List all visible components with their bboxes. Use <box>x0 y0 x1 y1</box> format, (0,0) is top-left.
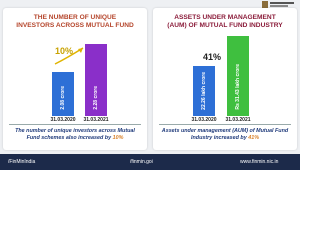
bar-label: Rs 31.43 lakh crore <box>235 64 241 110</box>
bar-label: 22.26 lakh crore <box>201 72 207 110</box>
title-line: (AUM) OF MUTUAL FUND INDUSTRY <box>167 22 283 29</box>
bar-date: 31.03.2021 <box>225 117 251 123</box>
panel-title: THE NUMBER OF UNIQUE INVESTORS ACROSS MU… <box>3 14 147 30</box>
bar-date: 31.03.2020 <box>50 117 76 123</box>
footer-handle: /FinMinIndia <box>8 159 36 165</box>
growth-arrow <box>54 47 84 65</box>
growth-label: 10% <box>55 46 74 56</box>
growth-label: 41% <box>203 52 222 62</box>
bar: 2.08 crore <box>52 72 74 116</box>
title-line: INVESTORS ACROSS MUTUAL FUND <box>16 22 134 29</box>
infographic: THE NUMBER OF UNIQUE INVESTORS ACROSS MU… <box>0 0 300 170</box>
panel-title: ASSETS UNDER MANAGEMENT (AUM) OF MUTUAL … <box>153 14 297 30</box>
bar-date: 31.03.2020 <box>191 117 217 123</box>
bar: Rs 31.43 lakh crore <box>227 36 249 116</box>
aum-panel: ASSETS UNDER MANAGEMENT (AUM) OF MUTUAL … <box>153 8 297 150</box>
footer-handle: /finmin.goi <box>130 159 153 165</box>
caption: The number of unique investors across Mu… <box>9 124 141 142</box>
footer: /FinMinIndia /finmin.goi www.finmin.nic.… <box>0 154 300 170</box>
bar-area: 22.26 lakh crore Rs 31.43 lakh crore <box>153 36 297 116</box>
bar: 2.28 crore <box>85 44 107 116</box>
caption-highlight: 41% <box>248 135 260 141</box>
bar-label: 2.08 crore <box>60 86 66 110</box>
ministry-logo <box>262 1 294 8</box>
bar: 22.26 lakh crore <box>193 66 215 116</box>
caption-text: The number of unique investors across Mu… <box>15 128 135 141</box>
bar-area: 2.08 crore 2.28 crore <box>3 38 147 116</box>
footer-website: www.finmin.nic.in <box>240 159 279 165</box>
title-line: ASSETS UNDER MANAGEMENT <box>174 14 276 21</box>
title-line: THE NUMBER OF UNIQUE <box>33 14 117 21</box>
caption-text: Assets under management (AUM) of Mutual … <box>161 128 289 141</box>
caption-highlight: 10% <box>112 135 124 141</box>
bar-label: 2.28 crore <box>93 86 99 110</box>
investors-panel: THE NUMBER OF UNIQUE INVESTORS ACROSS MU… <box>3 8 147 150</box>
caption: Assets under management (AUM) of Mutual … <box>159 124 291 142</box>
bar-date: 31.03.2021 <box>83 117 109 123</box>
